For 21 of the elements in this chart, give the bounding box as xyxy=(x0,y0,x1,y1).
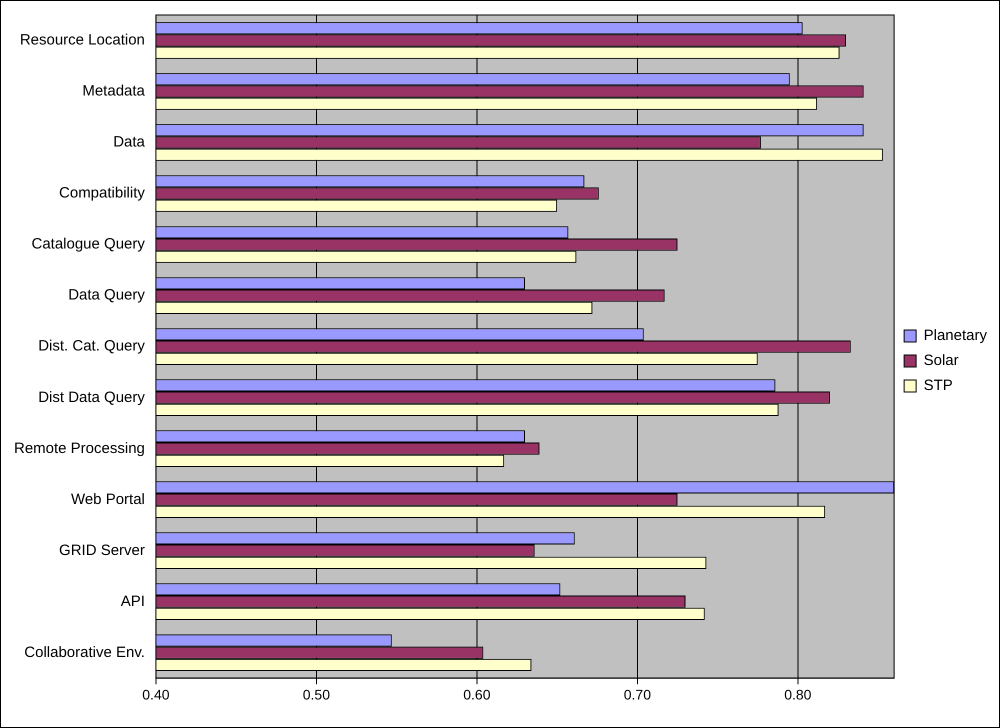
x-tick-label: 0.50 xyxy=(302,686,330,702)
x-tick-label: 0.70 xyxy=(624,686,652,702)
y-tick-label: Dist. Cat. Query xyxy=(38,338,146,355)
x-tick-label: 0.40 xyxy=(142,686,170,702)
y-tick-label: Data Query xyxy=(68,286,146,304)
y-tick-label: Catalogue Query xyxy=(31,236,146,253)
y-tick-label: Resource Location xyxy=(20,32,145,49)
y-tick-label: Collaborative Env. xyxy=(24,644,145,661)
y-tick-label: Remote Processing xyxy=(14,440,145,457)
legend-label: Planetary xyxy=(924,327,988,344)
x-tick-label: 0.60 xyxy=(463,686,491,702)
x-tick-label: 0.80 xyxy=(784,686,812,702)
y-tick-label: Compatibility xyxy=(59,184,146,202)
legend-label: Solar xyxy=(924,352,959,370)
y-tick-label: Data xyxy=(113,134,146,151)
y-tick-label: GRID Server xyxy=(59,542,145,559)
y-tick-label: Dist Data Query xyxy=(38,388,146,406)
y-tick-label: Metadata xyxy=(82,82,146,100)
legend-label: STP xyxy=(924,377,953,394)
y-tick-label: Web Portal xyxy=(70,490,145,508)
y-tick-label: API xyxy=(120,592,145,610)
